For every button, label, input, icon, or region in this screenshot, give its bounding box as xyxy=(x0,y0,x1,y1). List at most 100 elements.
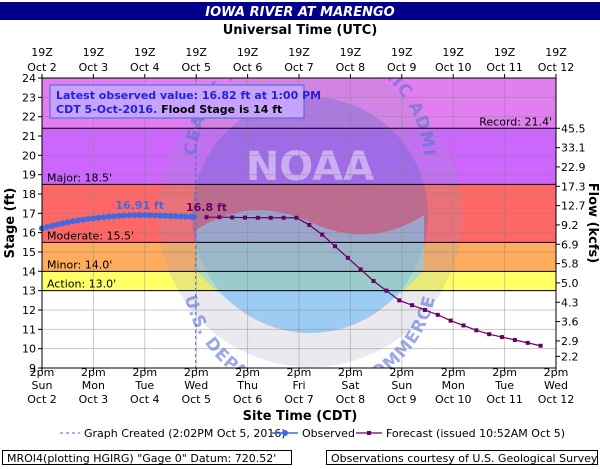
stage-tick-label: 12 xyxy=(22,304,36,317)
stage-tick-label: 9 xyxy=(29,362,36,375)
forecast-point xyxy=(461,323,466,328)
utc-tick-hour: 19Z xyxy=(83,46,105,59)
utc-tick-hour: 19Z xyxy=(237,46,259,59)
stage-tick-label: 20 xyxy=(22,149,36,162)
flow-tick-label: 5.8 xyxy=(561,258,579,271)
forecast-point xyxy=(525,340,530,345)
forecast-point xyxy=(448,318,453,323)
utc-tick-hour: 19Z xyxy=(134,46,156,59)
utc-tick-hour: 19Z xyxy=(545,46,567,59)
site-tick-date: Oct 11 xyxy=(486,393,523,406)
observed-point xyxy=(59,220,66,227)
utc-tick-hour: 19Z xyxy=(31,46,53,59)
band-major xyxy=(42,128,556,185)
observed-point xyxy=(177,213,184,220)
flow-tick-label: 4.3 xyxy=(561,296,579,309)
utc-tick-date: Oct 10 xyxy=(435,61,472,74)
stage-tick-label: 17 xyxy=(22,207,36,220)
legend-observed-dot xyxy=(282,430,288,436)
flow-axis: 2.2 2.9 3.6 4.3 5.0 5.8 6.9 9.2 12.7 17.3 22.9 33.1… xyxy=(556,122,586,363)
flow-tick-label: 5.0 xyxy=(561,277,579,290)
forecast-point xyxy=(487,332,492,337)
flow-tick-label: 45.5 xyxy=(561,122,586,135)
flow-tick-label: 33.1 xyxy=(561,142,586,155)
forecast-point xyxy=(320,232,325,237)
observed-point xyxy=(116,212,123,219)
site-tick-day: Thu xyxy=(236,379,258,392)
flow-tick-label: 22.9 xyxy=(561,161,586,174)
stage-tick-label: 22 xyxy=(22,111,36,124)
site-tick-day: Tue xyxy=(494,379,514,392)
site-tick-date: Oct 3 xyxy=(79,393,109,406)
svg-text:CDT 5-Oct-2016. Flood St: CDT 5-Oct-2016. Flood Stage is 14 ft xyxy=(56,103,282,116)
observed-point xyxy=(69,218,76,225)
observed-point xyxy=(121,212,128,219)
utc-tick-date: Oct 6 xyxy=(233,61,263,74)
site-tick-day: Fri xyxy=(292,379,305,392)
value-annotations: 16.91 ft 16.8 ft xyxy=(115,199,227,214)
observed-point xyxy=(85,215,92,222)
observed-point xyxy=(136,212,143,219)
utc-tick-date: Oct 11 xyxy=(486,61,523,74)
forecast-point xyxy=(217,215,222,220)
chart-title: IOWA RIVER AT MARENGO xyxy=(205,5,394,20)
utc-tick-date: Oct 4 xyxy=(130,61,160,74)
threshold-label: Action: 13.0' xyxy=(47,278,116,291)
site-tick-date: Oct 5 xyxy=(181,393,211,406)
site-tick-date: Oct 12 xyxy=(538,393,575,406)
stage-tick-label: 24 xyxy=(22,72,36,85)
observed-point xyxy=(49,222,56,229)
utc-tick-date: Oct 9 xyxy=(387,61,417,74)
info-line-1: Latest observed value: 16.82 ft at 1:00 … xyxy=(56,89,321,102)
forecast-point xyxy=(500,335,505,340)
stage-tick-label: 15 xyxy=(22,246,36,259)
utc-tick-date: Oct 5 xyxy=(181,61,211,74)
site-tick-day: Wed xyxy=(544,379,568,392)
stage-tick-label: 10 xyxy=(22,343,36,356)
legend-forecast-square xyxy=(367,431,371,435)
forecast-point xyxy=(384,288,389,293)
observed-point xyxy=(141,212,148,219)
site-tick-day: Mon xyxy=(82,379,105,392)
watermark-agency: NOAA xyxy=(246,144,374,190)
observed-point xyxy=(110,213,117,220)
flow-tick-label: 9.2 xyxy=(561,219,579,232)
site-tick-day: Mon xyxy=(442,379,465,392)
observed-point xyxy=(80,216,87,223)
site-tick-date: Oct 2 xyxy=(27,393,57,406)
utc-axis: 19Z Oct 2 19Z Oct 3 19Z Oct 4 19Z Oct 5 19Z Oct 6… xyxy=(27,46,574,78)
utc-tick-hour: 19Z xyxy=(494,46,516,59)
site-tick-day: Sat xyxy=(341,379,360,392)
flow-tick-label: 2.9 xyxy=(561,335,579,348)
bottom-axis-title: Site Time (CDT) xyxy=(243,409,358,424)
utc-tick-date: Oct 7 xyxy=(284,61,314,74)
stage-tick-label: 13 xyxy=(22,285,36,298)
threshold-label: Record: 21.4' xyxy=(479,115,552,128)
site-tick-date: Oct 9 xyxy=(387,393,417,406)
site-tick-date: Oct 7 xyxy=(284,393,314,406)
site-tick-date: Oct 10 xyxy=(435,393,472,406)
threshold-label: Minor: 14.0' xyxy=(47,258,112,271)
forecast-point xyxy=(230,215,235,220)
observed-point xyxy=(182,213,189,220)
observed-point xyxy=(95,214,102,221)
site-tick-day: Tue xyxy=(134,379,154,392)
site-tick-date: Oct 8 xyxy=(336,393,366,406)
forecast-point xyxy=(397,298,402,303)
threshold-lines: Record: 21.4' Major: 18.5' Moderate: 15.5'… xyxy=(42,115,556,292)
source-note: Observations courtesy of U.S. Geological… xyxy=(326,450,598,465)
observed-series xyxy=(39,212,198,232)
legend-created-label: Graph Created (2:02PM Oct 5, 2016) xyxy=(84,427,286,440)
forecast-point xyxy=(512,337,517,342)
site-tick-time: 2pm xyxy=(287,366,312,379)
site-tick-time: 2pm xyxy=(81,366,106,379)
value-annotation: 16.8 ft xyxy=(186,201,227,214)
site-tick-time: 2pm xyxy=(30,366,55,379)
observed-point xyxy=(172,213,179,220)
site-tick-time: 2pm xyxy=(389,366,414,379)
utc-tick-hour: 19Z xyxy=(288,46,310,59)
top-axis-title: Universal Time (UTC) xyxy=(223,23,378,38)
forecast-point xyxy=(307,222,312,227)
flow-tick-label: 17.3 xyxy=(561,180,586,193)
forecast-point xyxy=(332,244,337,249)
